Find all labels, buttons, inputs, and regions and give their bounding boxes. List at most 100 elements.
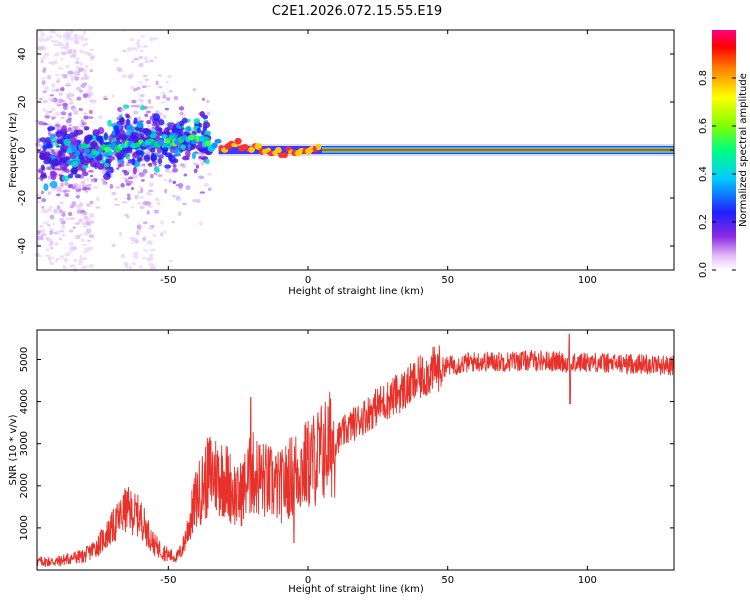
spectrogram-noise-speck bbox=[178, 211, 182, 217]
spectrogram-noise-speck bbox=[153, 209, 160, 214]
spectrogram-noise-speck bbox=[192, 87, 197, 92]
spectrogram-signal-blob bbox=[43, 159, 50, 165]
spectrogram-noise-speck bbox=[155, 95, 161, 100]
spectrogram-noise-speck bbox=[40, 233, 47, 237]
spectrogram-trace-point bbox=[103, 146, 111, 152]
spectrogram-noise-speck bbox=[121, 169, 127, 173]
spectrogram-noise-speck bbox=[144, 60, 150, 63]
spectrogram-noise-speck bbox=[168, 259, 173, 263]
spectrogram-noise-speck bbox=[64, 189, 71, 193]
spectrogram-noise-speck bbox=[142, 45, 149, 48]
spectrogram-noise-speck bbox=[196, 198, 201, 204]
spectrogram-noise-speck bbox=[84, 178, 90, 181]
spectrogram-noise-speck bbox=[144, 113, 149, 118]
spectrogram-signal-blob bbox=[125, 153, 130, 160]
spectrogram-noise-speck bbox=[200, 161, 206, 166]
spectrogram-noise-speck bbox=[88, 170, 94, 173]
spectrogram-noise-speck bbox=[53, 152, 58, 155]
spectrogram-noise-speck bbox=[139, 35, 146, 38]
spectrogram-noise-speck bbox=[60, 224, 66, 230]
spectrogram-y-tick-label: -40 bbox=[17, 238, 28, 254]
spectrogram-noise-speck bbox=[41, 205, 45, 209]
spectrogram-signal-blob bbox=[135, 149, 143, 156]
spectrogram-signal-blob bbox=[92, 129, 100, 137]
spectrogram-signal-blob bbox=[61, 175, 70, 182]
spectrogram-noise-speck bbox=[54, 59, 58, 65]
spectrogram-noise-speck bbox=[74, 125, 80, 130]
spectrogram-noise-speck bbox=[76, 96, 82, 101]
spectrogram-noise-speck bbox=[50, 107, 56, 111]
colorbar-gradient bbox=[712, 30, 736, 270]
spectrogram-noise-speck bbox=[79, 49, 84, 52]
spectrogram-noise-speck bbox=[78, 107, 84, 112]
spectrogram-noise-speck bbox=[156, 201, 161, 206]
spectrogram-noise-speck bbox=[42, 221, 49, 225]
spectrogram-noise-speck bbox=[193, 168, 198, 174]
spectrogram-noise-speck bbox=[56, 193, 61, 197]
spectrogram-noise-speck bbox=[55, 33, 59, 37]
spectrogram-noise-speck bbox=[64, 38, 71, 41]
spectrogram-noise-speck bbox=[128, 180, 134, 184]
spectrogram-signal-blob bbox=[196, 127, 202, 134]
spectrogram-noise-speck bbox=[121, 176, 128, 180]
spectrogram-noise-speck bbox=[61, 233, 66, 238]
spectrogram-signal-blob bbox=[120, 134, 128, 141]
spectrogram-noise-speck bbox=[143, 221, 148, 225]
spectrogram-noise-speck bbox=[152, 233, 157, 237]
spectrogram-noise-speck bbox=[199, 152, 205, 158]
spectrogram-signal-blob bbox=[125, 131, 133, 136]
spectrogram-noise-speck bbox=[138, 265, 143, 269]
spectrogram-noise-speck bbox=[44, 115, 50, 118]
spectrogram-noise-speck bbox=[157, 85, 163, 89]
spectrogram-signal-blob bbox=[180, 144, 187, 150]
spectrogram-noise-speck bbox=[38, 37, 43, 42]
spectrogram-signal-blob bbox=[140, 105, 145, 111]
spectrogram-noise-speck bbox=[59, 217, 65, 222]
spectrogram-signal-blob bbox=[131, 158, 136, 166]
spectrogram-trace-point bbox=[275, 147, 282, 154]
spectrogram-signal-blob bbox=[80, 156, 85, 165]
spectrogram-noise-speck bbox=[91, 100, 97, 104]
spectrogram-noise-speck bbox=[168, 89, 173, 93]
spectrogram-noise-speck bbox=[83, 75, 90, 80]
spectrogram-y-tick-label: 20 bbox=[17, 96, 28, 109]
spectrogram-noise-speck bbox=[60, 58, 64, 61]
spectrogram-noise-speck bbox=[50, 98, 55, 103]
spectrogram-noise-speck bbox=[88, 263, 95, 268]
colorbar-tick-label: 0.0 bbox=[698, 262, 709, 278]
spectrogram-noise-speck bbox=[40, 190, 44, 195]
spectrogram-trace-point bbox=[84, 148, 91, 154]
spectrogram-signal-blob bbox=[125, 124, 134, 133]
spectrogram-noise-speck bbox=[168, 179, 172, 183]
spectrogram-noise-speck bbox=[85, 218, 92, 223]
spectrogram-noise-speck bbox=[111, 94, 116, 98]
spectrogram-noise-speck bbox=[74, 76, 80, 81]
spectrogram-trace-point bbox=[204, 140, 212, 147]
spectrogram-signal-blob bbox=[75, 129, 84, 135]
spectrogram-noise-speck bbox=[70, 75, 75, 80]
spectrogram-noise-speck bbox=[132, 176, 138, 179]
spectrogram-signal-blob bbox=[152, 113, 161, 121]
spectrogram-noise-speck bbox=[49, 230, 53, 236]
spectrogram-noise-speck bbox=[41, 198, 47, 203]
spectrogram-noise-speck bbox=[81, 44, 86, 47]
snr-series-line bbox=[36, 333, 675, 567]
spectrogram-noise-speck bbox=[145, 191, 151, 196]
spectrogram-noise-speck bbox=[61, 73, 66, 78]
spectrogram-noise-speck bbox=[60, 45, 66, 49]
spectrogram-noise-speck bbox=[116, 167, 120, 170]
colorbar: 0.0 0.2 0.4 0.6 0.8 Normalized spectral ampl… bbox=[698, 30, 749, 278]
spectrogram-noise-speck bbox=[163, 230, 167, 234]
spectrogram-noise-speck bbox=[41, 80, 46, 86]
spectrogram-noise-speck bbox=[83, 73, 87, 76]
spectrogram-noise-speck bbox=[138, 164, 144, 167]
spectrogram-noise-speck bbox=[73, 258, 78, 263]
spectrogram-noise-speck bbox=[159, 113, 163, 117]
spectrogram-noise-speck bbox=[130, 86, 135, 90]
spectrogram-noise-speck bbox=[127, 168, 131, 172]
spectrogram-noise-speck bbox=[60, 182, 64, 187]
spectrogram-noise-speck bbox=[73, 33, 79, 38]
spectrogram-noise-speck bbox=[183, 173, 188, 177]
spectrogram-noise-speck bbox=[148, 182, 154, 187]
spectrogram-noise-speck bbox=[137, 201, 143, 205]
